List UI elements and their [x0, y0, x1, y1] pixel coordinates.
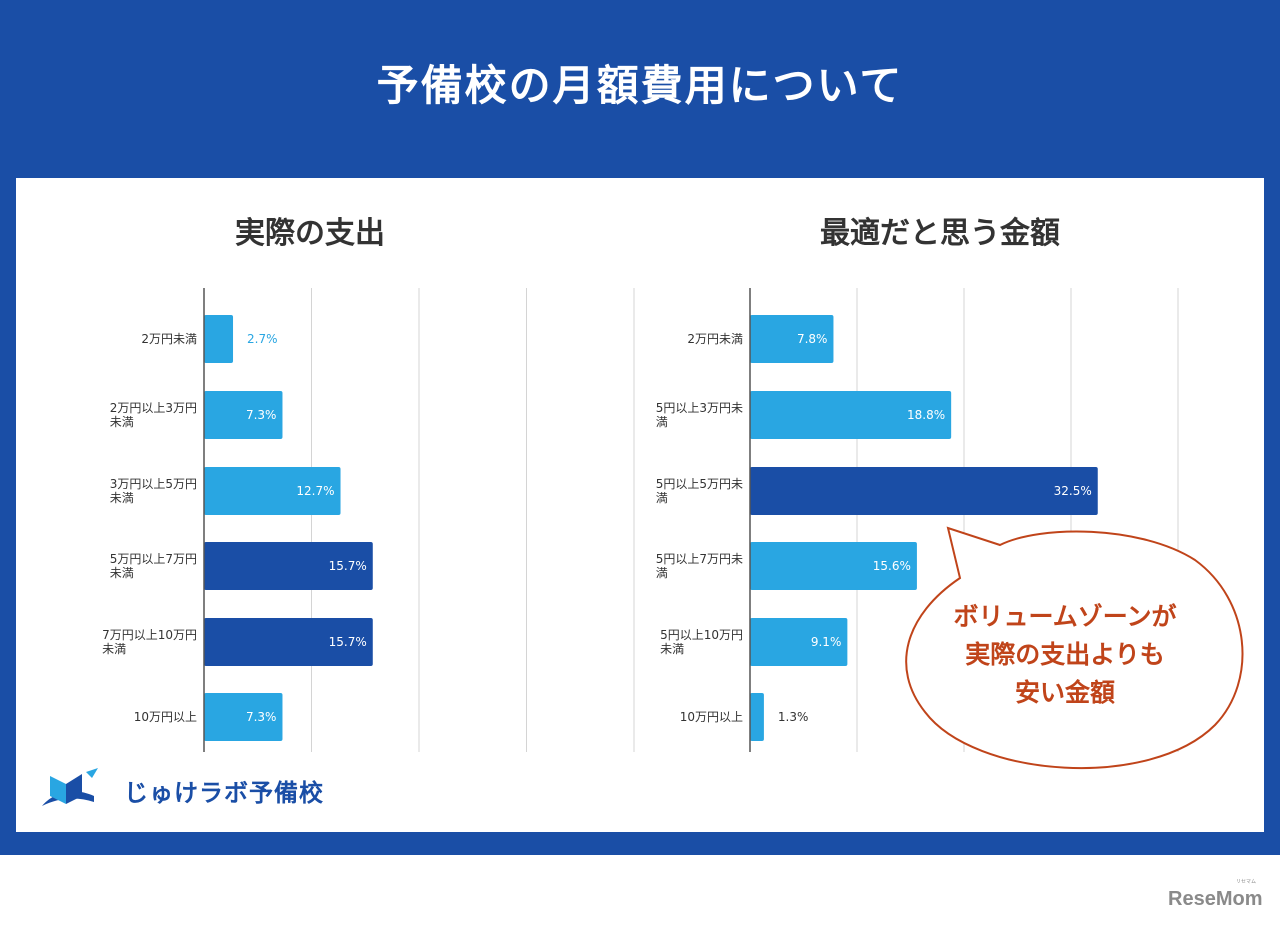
- category-label-line: 未満: [102, 642, 126, 656]
- bar: [204, 315, 234, 363]
- category-label: 5円以上10万円未満: [660, 628, 743, 656]
- category-label: 10万円以上: [680, 710, 743, 724]
- category-label-line: 満: [656, 415, 668, 429]
- category-label-line: 5円以上7万円未: [656, 552, 743, 566]
- category-label-line: 未満: [110, 491, 134, 505]
- data-label: 18.8%: [907, 408, 945, 422]
- category-label-line: 3万円以上5万円: [110, 477, 197, 491]
- callout-bubble: [905, 526, 1244, 769]
- bar: [204, 693, 283, 741]
- bar: [750, 315, 834, 363]
- category-label-line: 7万円以上10万円: [102, 628, 197, 642]
- bar: [204, 542, 373, 590]
- page-title: 予備校の月額費用について: [376, 61, 904, 110]
- category-label-line: 5万円以上7万円: [110, 552, 197, 566]
- data-label: 2.7%: [247, 332, 278, 346]
- data-label: 7.3%: [246, 710, 277, 724]
- watermark: ReseMom: [1168, 888, 1263, 910]
- category-label-line: 満: [656, 491, 668, 505]
- data-label: 32.5%: [1054, 484, 1092, 498]
- data-label: 7.8%: [797, 332, 828, 346]
- bar: [204, 467, 341, 515]
- data-label: 7.3%: [246, 408, 277, 422]
- category-label-line: 5円以上3万円未: [656, 401, 743, 415]
- chart-title-optimal: 最適だと思う金額: [820, 216, 1060, 251]
- category-label: 10万円以上: [134, 710, 197, 724]
- logo-text: じゅけラボ予備校: [124, 778, 324, 807]
- category-label: 2万円以上3万円未満: [110, 401, 197, 429]
- data-label: 12.7%: [296, 484, 334, 498]
- category-label-line: 5円以上5万円未: [656, 477, 743, 491]
- category-label-line: 2万円以上3万円: [110, 401, 197, 415]
- category-label-line: 5円以上10万円: [660, 628, 743, 642]
- data-label: 9.1%: [811, 635, 842, 649]
- bar: [750, 391, 952, 439]
- watermark-ruby: リセマム: [1236, 879, 1257, 885]
- data-label: 1.3%: [778, 710, 809, 724]
- category-label: 3万円以上5万円未満: [110, 477, 197, 505]
- callout-line: ボリュームゾーンが: [953, 602, 1177, 631]
- callout-text: ボリュームゾーンが 実際の支出よりも 安い金額: [905, 598, 1225, 712]
- category-label: 5円以上3万円未満: [656, 401, 743, 429]
- category-label-line: 未満: [110, 566, 134, 580]
- category-label-line: 10万円以上: [134, 710, 197, 724]
- bar: [750, 467, 1098, 515]
- category-label: 5万円以上7万円未満: [110, 552, 197, 580]
- data-label: 15.6%: [873, 559, 911, 573]
- callout-line: 安い金額: [1014, 678, 1115, 707]
- logo: じゅけラボ予備校: [36, 762, 324, 818]
- category-label: 2万円未満: [141, 332, 197, 346]
- bar: [204, 618, 373, 666]
- bar: [204, 391, 283, 439]
- category-label-line: 未満: [110, 415, 134, 429]
- category-label-line: 2万円未満: [687, 332, 743, 346]
- category-label: 5円以上7万円未満: [656, 552, 743, 580]
- data-label: 15.7%: [329, 635, 367, 649]
- category-label: 2万円未満: [687, 332, 743, 346]
- category-label-line: 10万円以上: [680, 710, 743, 724]
- bar: [750, 542, 917, 590]
- category-label: 5円以上5万円未満: [656, 477, 743, 505]
- book-logo-icon: [42, 768, 98, 806]
- category-label-line: 未満: [660, 642, 684, 656]
- category-label-line: 満: [656, 566, 668, 580]
- category-label: 7万円以上10万円未満: [102, 628, 197, 656]
- callout-line: 実際の支出よりも: [965, 640, 1165, 669]
- chart-title-actual: 実際の支出: [235, 216, 385, 251]
- bar: [750, 693, 764, 741]
- bar: [750, 618, 848, 666]
- data-label: 15.7%: [329, 559, 367, 573]
- category-label-line: 2万円未満: [141, 332, 197, 346]
